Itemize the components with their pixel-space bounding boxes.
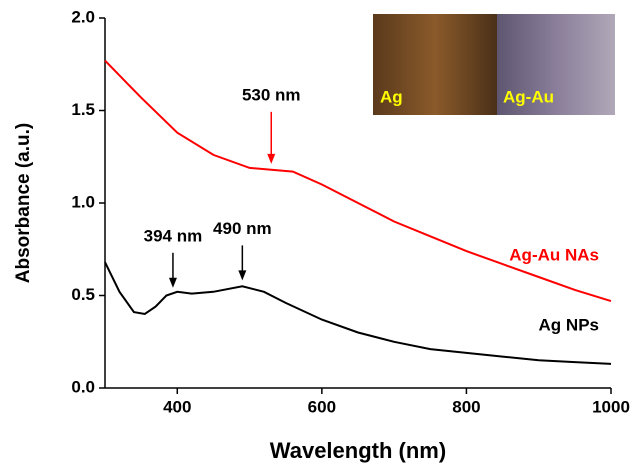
x-tick-label: 1000 (592, 397, 630, 416)
annotation-text: 530 nm (242, 85, 301, 104)
y-tick-label: 1.5 (71, 100, 95, 119)
annotation-arrowhead (267, 154, 275, 164)
series-line (105, 262, 611, 364)
series-label: Ag-Au NAs (509, 246, 599, 265)
series-label: Ag NPs (539, 315, 599, 334)
x-axis-title: Wavelength (nm) (270, 438, 446, 463)
x-tick-label: 800 (452, 397, 480, 416)
y-tick-label: 0.0 (71, 377, 95, 396)
annotation-arrowhead (169, 278, 177, 288)
x-tick-label: 600 (308, 397, 336, 416)
inset-label: Ag (380, 87, 403, 106)
chart: Ag Ag-Au Wavelength (nm) Absorbance (a.u… (0, 0, 635, 469)
inset-label: Ag-Au (503, 87, 554, 106)
annotation-arrowhead (238, 270, 246, 280)
annotation-text: 394 nm (144, 226, 203, 245)
annotation-text: 490 nm (213, 219, 272, 238)
y-tick-label: 1.0 (71, 192, 95, 211)
inset-photo: Ag Ag-Au (373, 14, 615, 115)
y-tick-label: 0.5 (71, 285, 95, 304)
x-tick-label: 400 (163, 397, 191, 416)
y-tick-label: 2.0 (71, 7, 95, 26)
y-axis-title: Absorbance (a.u.) (13, 123, 34, 283)
